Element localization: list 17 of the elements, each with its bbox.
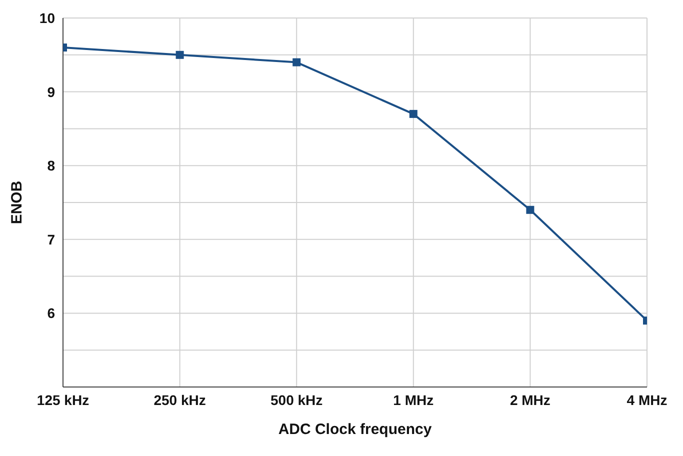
point bbox=[292, 58, 301, 66]
y-tick-label: 10 bbox=[39, 10, 56, 26]
x-tick-label: 500 kHz bbox=[270, 392, 323, 408]
y-tick-label: 7 bbox=[47, 231, 56, 248]
y-tick-label: 8 bbox=[47, 158, 56, 174]
y-axis-title: ENOB bbox=[8, 180, 26, 224]
x-tick-label: 4 MHz bbox=[626, 392, 668, 408]
x-tick-label: 1 MHz bbox=[393, 392, 434, 408]
point bbox=[176, 50, 184, 59]
point bbox=[409, 110, 418, 118]
y-tick-label: 6 bbox=[47, 305, 56, 322]
x-tick-label: 2 MHz bbox=[510, 392, 550, 408]
y-tick-label: 9 bbox=[47, 84, 56, 100]
x-axis-title: ADC Clock frequency bbox=[278, 421, 432, 438]
x-tick-label: 250 kHz bbox=[154, 392, 206, 408]
point bbox=[526, 206, 534, 214]
x-tick-label: 125 kHz bbox=[36, 392, 90, 408]
